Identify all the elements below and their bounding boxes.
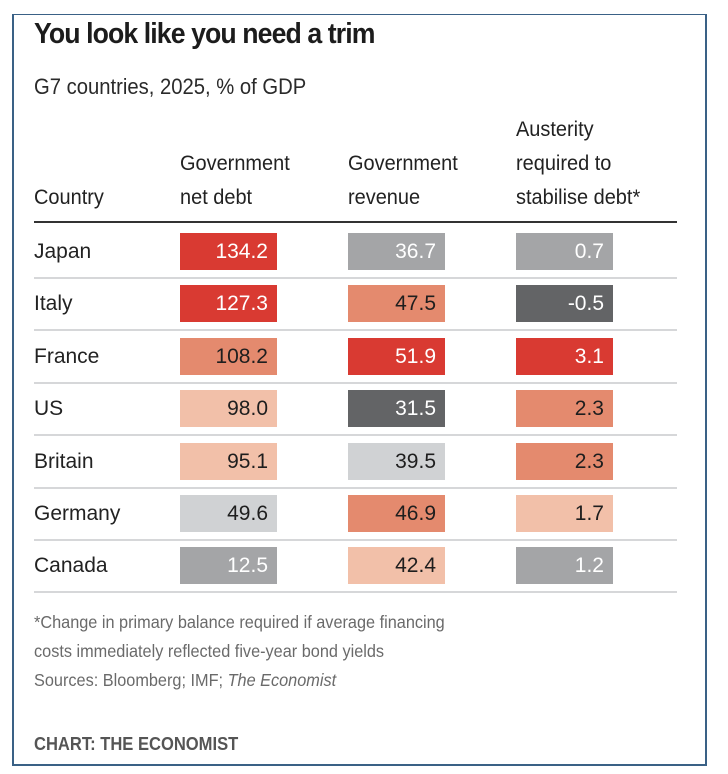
cell-austerity: 1.2 (516, 547, 613, 585)
country-label: Italy (34, 292, 73, 316)
country-label: France (34, 344, 100, 368)
footnote-line-1: *Change in primary balance required if a… (34, 612, 445, 632)
row-divider (34, 591, 677, 594)
column-header-austerity-line-2: required to (516, 152, 612, 175)
cell-net-debt: 12.5 (180, 547, 277, 585)
cell-net-debt: 98.0 (180, 390, 277, 428)
row-divider (34, 434, 677, 437)
cell-revenue: 51.9 (348, 337, 445, 375)
column-header-austerity-line-1: Austerity (516, 118, 594, 141)
row-divider (34, 381, 677, 384)
chart-frame (12, 14, 707, 766)
cell-revenue: 36.7 (348, 233, 445, 270)
cell-net-debt: 127.3 (180, 285, 277, 323)
chart-subtitle: G7 countries, 2025, % of GDP (34, 74, 307, 99)
column-header-revenue-line-2: revenue (348, 186, 421, 209)
cell-austerity: 3.1 (516, 337, 613, 375)
chart-title: You look like you need a trim (34, 18, 375, 50)
country-label: Canada (34, 554, 108, 578)
cell-net-debt: 95.1 (180, 442, 277, 480)
row-divider (34, 329, 677, 332)
cell-net-debt: 49.6 (180, 495, 277, 532)
country-label: Japan (34, 240, 92, 263)
sources-prefix: Sources: Bloomberg; IMF; (34, 670, 228, 690)
cell-austerity: 0.7 (516, 233, 613, 270)
column-header-revenue-line-1: Government (348, 152, 458, 175)
country-label: US (34, 397, 64, 421)
column-header-country-line-1: Country (34, 186, 104, 209)
column-header-net_debt-line-2: net debt (180, 186, 253, 209)
cell-austerity: -0.5 (516, 285, 613, 323)
row-divider (34, 486, 677, 489)
cell-austerity: 1.7 (516, 495, 613, 532)
row-divider (34, 277, 677, 279)
chart-credit: CHART: THE ECONOMIST (34, 734, 239, 754)
footnote-line-2: costs immediately reflected five-year bo… (34, 641, 385, 661)
country-label: Germany (34, 502, 121, 525)
cell-net-debt: 134.2 (180, 233, 277, 270)
header-rule (34, 221, 677, 223)
sources-italic: The Economist (227, 670, 337, 690)
cell-net-debt: 108.2 (180, 337, 277, 375)
country-label: Britain (34, 449, 94, 473)
cell-revenue: 31.5 (348, 390, 445, 428)
cell-revenue: 46.9 (348, 495, 445, 532)
sources-note: Sources: Bloomberg; IMF; The Economist (34, 666, 336, 695)
cell-austerity: 2.3 (516, 390, 613, 428)
column-header-austerity-line-3: stabilise debt* (516, 186, 641, 209)
cell-revenue: 47.5 (348, 285, 445, 323)
column-header-net_debt-line-1: Government (180, 152, 290, 175)
row-divider (34, 539, 677, 541)
cell-revenue: 42.4 (348, 547, 445, 585)
cell-austerity: 2.3 (516, 442, 613, 480)
cell-revenue: 39.5 (348, 442, 445, 480)
